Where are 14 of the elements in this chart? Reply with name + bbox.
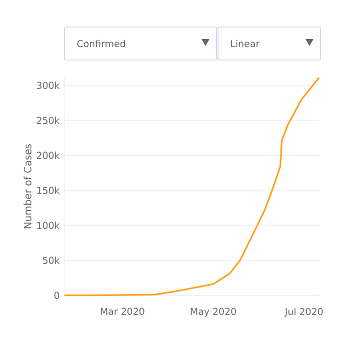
x-tick-label: Jul 2020 bbox=[284, 308, 323, 317]
y-tick-label: 200k bbox=[36, 152, 60, 159]
x-tick-label: May 2020 bbox=[190, 308, 236, 317]
y-tick-label: 300k bbox=[36, 82, 60, 89]
y-tick-label: 50k bbox=[42, 256, 60, 264]
x-tick-label: Mar 2020 bbox=[100, 308, 144, 315]
text: Confirmed bbox=[77, 40, 125, 48]
line-series bbox=[64, 76, 320, 296]
y-tick-label: 0 bbox=[54, 292, 60, 299]
y-tick-label: 150k bbox=[37, 186, 60, 194]
y-axis-title: Number of Cases bbox=[24, 144, 32, 228]
text: Linear bbox=[231, 40, 260, 48]
y-tick-label: 250k bbox=[36, 116, 60, 124]
y-tick-label: 100k bbox=[37, 222, 60, 229]
